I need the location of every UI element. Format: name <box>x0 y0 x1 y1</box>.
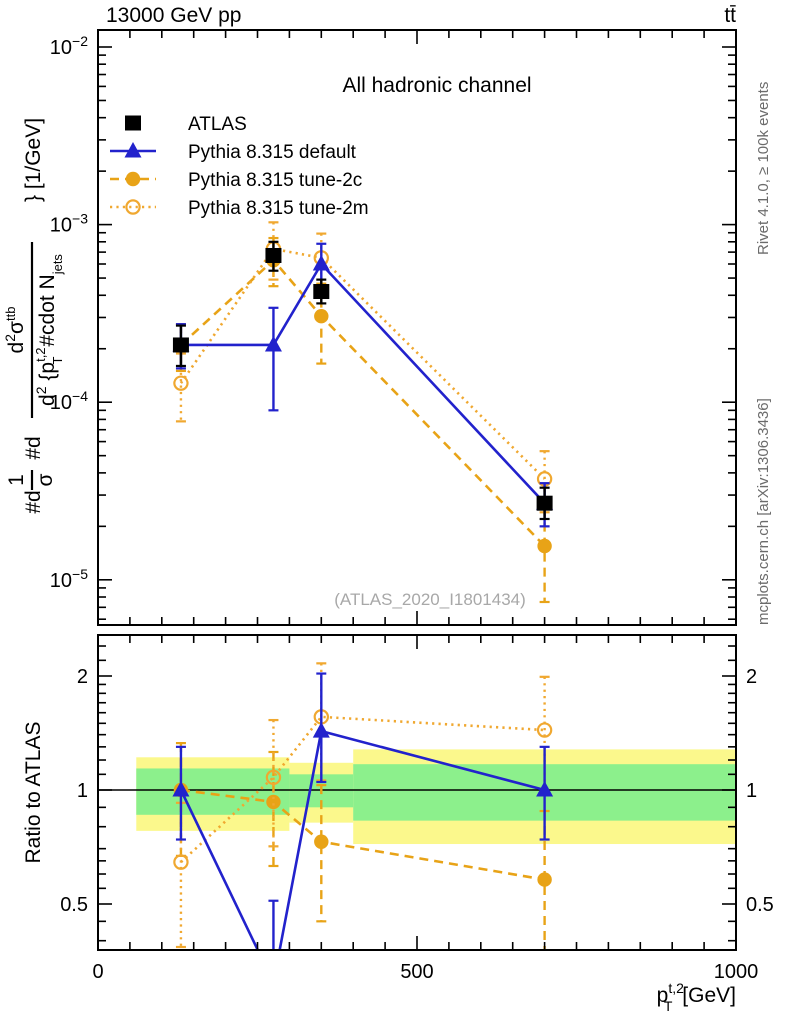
svg-text:σ: σ <box>34 473 57 486</box>
legend-marker <box>124 142 142 158</box>
series-atlas <box>172 240 553 521</box>
x-tick-label: 0 <box>92 961 103 983</box>
legend-marker <box>125 115 141 131</box>
ratio-axis-title: Ratio to ATLAS <box>22 721 45 863</box>
series-pythia-8-315-tune-2c <box>173 236 552 604</box>
data-point <box>173 854 189 870</box>
main-y-tick-label: 10−2 <box>50 33 88 59</box>
series-line <box>179 247 546 480</box>
legend-entry[interactable]: Pythia 8.315 tune-2m <box>110 198 369 219</box>
legend-label: Pythia 8.315 tune-2c <box>188 170 362 191</box>
data-point <box>312 722 330 738</box>
ratio-y-tick-label: 1 <box>77 780 88 802</box>
series-line <box>180 788 545 881</box>
legend-marker <box>125 199 141 215</box>
rivet-version-label: Rivet 4.1.0, ≥ 100k events <box>755 82 772 255</box>
svg-text:1: 1 <box>5 474 28 486</box>
series-pythia-8-315-default <box>172 242 554 528</box>
data-point <box>265 769 282 786</box>
ratio-y-tick-label: 2 <box>77 666 88 688</box>
main-y-tick-label: 10−4 <box>50 388 88 414</box>
svg-text:d2σttb: d2σttb <box>2 307 28 354</box>
data-point <box>172 337 189 353</box>
legend-marker <box>125 171 141 187</box>
legend-label: ATLAS <box>188 114 247 135</box>
ratio-y-tick-label-right: 0.5 <box>746 894 774 916</box>
series-line <box>180 261 546 505</box>
ratio-y-ticks <box>98 645 736 942</box>
legend: ATLAS Pythia 8.315 default Pythia 8.315 tu… <box>110 114 369 219</box>
data-point <box>536 781 554 797</box>
svg-text:d2 {pt,2T #cdot Njets: d2 {pt,2 T #cdot Njets <box>33 254 65 406</box>
data-point <box>266 794 281 810</box>
data-point <box>173 375 189 391</box>
ratio-y-tick-label-right: 2 <box>746 666 757 688</box>
data-point <box>265 974 282 990</box>
ratio-y-tick-label-right: 1 <box>746 780 757 802</box>
data-point <box>313 284 330 300</box>
main-y-tick-label: 10−5 <box>50 566 88 592</box>
series-ratio-pythia-8-315-default <box>172 672 554 990</box>
legend-label: Pythia 8.315 tune-2m <box>188 198 369 219</box>
data-point <box>312 255 330 271</box>
main-y-ticks <box>98 46 736 621</box>
mcplots-source-label: mcplots.cern.ch [arXiv:1306.3436] <box>755 398 772 625</box>
data-point <box>537 872 552 887</box>
series-line <box>179 729 545 950</box>
legend-entry[interactable]: Pythia 8.315 tune-2c <box>110 170 362 191</box>
legend-label: Pythia 8.315 default <box>188 142 357 163</box>
data-point <box>265 247 282 263</box>
plot-title: All hadronic channel <box>342 74 531 97</box>
main-panel <box>172 221 554 604</box>
x-tick-label: 1000 <box>714 961 759 983</box>
series-line <box>180 715 545 864</box>
series-pythia-8-315-tune-2m <box>173 221 553 514</box>
series-line <box>180 258 546 547</box>
legend-entry[interactable]: Pythia 8.315 default <box>110 142 357 163</box>
data-point <box>172 781 190 797</box>
data-point <box>314 834 329 849</box>
svg-text:} [1/GeV]: } [1/GeV] <box>22 118 45 202</box>
ratio-panel <box>98 662 736 990</box>
x-axis-title: pt,2 T [GeV] <box>657 980 736 1014</box>
data-point <box>537 538 552 554</box>
x-tick-label: 500 <box>400 961 433 983</box>
svg-text:#d: #d <box>22 490 45 513</box>
svg-text:#d: #d <box>22 436 45 459</box>
analysis-watermark: (ATLAS_2020_I1801434) <box>334 590 526 609</box>
data-point <box>264 335 282 352</box>
x-ticks <box>97 30 737 950</box>
main-y-tick-label: 10−3 <box>50 211 88 237</box>
header-process-label: tt̄ <box>724 4 736 27</box>
header-beam-label: 13000 GeV pp <box>106 4 241 27</box>
data-point <box>536 495 553 511</box>
data-point <box>314 308 329 324</box>
ratio-y-tick-label: 0.5 <box>60 894 88 916</box>
band-inner <box>136 768 290 815</box>
data-point <box>536 722 553 738</box>
legend-entry[interactable]: ATLAS <box>125 114 247 135</box>
